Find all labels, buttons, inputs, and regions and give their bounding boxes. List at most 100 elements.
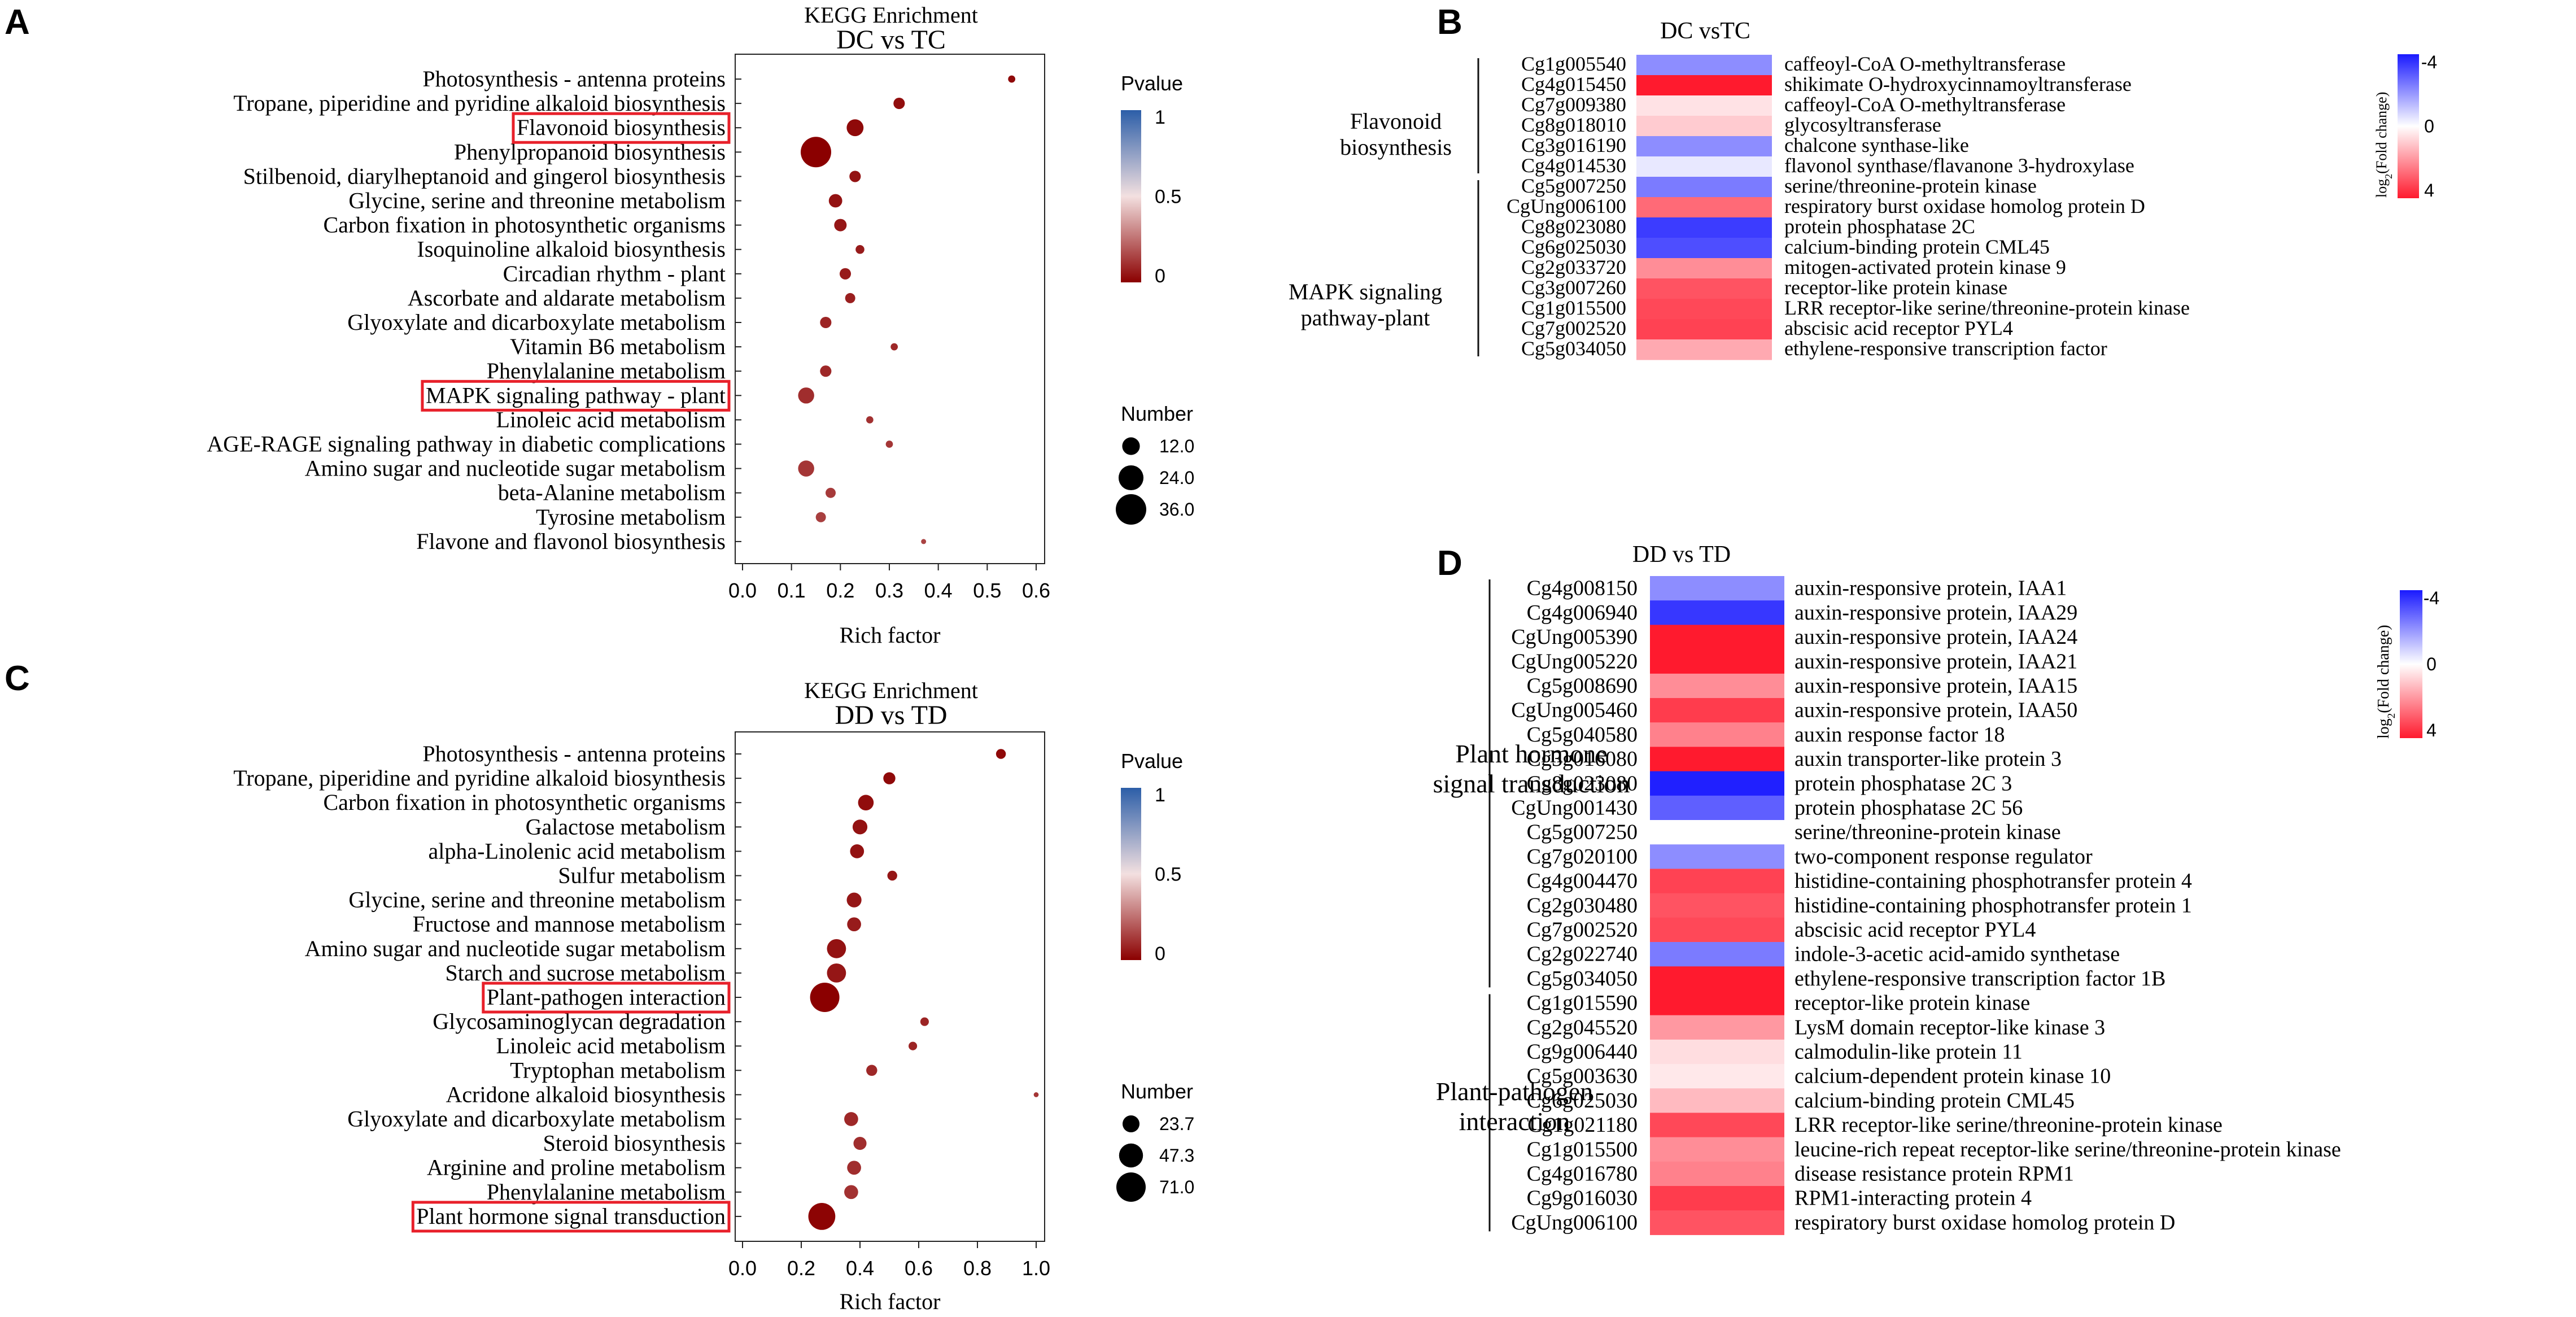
gene-description: auxin-responsive protein, IAA15 — [1795, 674, 2077, 697]
enrichment-dot — [826, 487, 836, 498]
heat-cell — [1650, 649, 1784, 674]
heat-cell — [1650, 1064, 1784, 1089]
gene-description: protein phosphatase 2C 56 — [1795, 796, 2023, 819]
gene-description: abscisic acid receptor PYL4 — [1784, 317, 2013, 339]
panel-a-pvalue-colorbar — [1121, 110, 1141, 282]
heat-cell — [1650, 820, 1784, 845]
heat-cell — [1636, 278, 1772, 299]
gene-description: leucine-rich repeat receptor-like serine… — [1795, 1137, 2341, 1161]
pvalue-tick-label: 0.5 — [1155, 186, 1181, 208]
term-label: Plant hormone signal transduction — [416, 1203, 726, 1229]
panel-a-pvalue-title: Pvalue — [1121, 72, 1183, 95]
gene-description: glycosyltransferase — [1784, 114, 1941, 136]
gene-id: Cg4g008150 — [1527, 577, 1638, 600]
gene-description: auxin response factor 18 — [1795, 723, 2005, 747]
number-legend-label: 36.0 — [1159, 499, 1194, 520]
panel-c-terms: Photosynthesis - antenna proteinsTropane… — [233, 741, 741, 1233]
gene-id: Cg7g009380 — [1521, 93, 1626, 116]
panel-c-number-legend: 23.7 47.3 71.0 — [1116, 1114, 1194, 1202]
heat-cell — [1650, 1137, 1784, 1162]
x-tick-label: 0.0 — [728, 579, 757, 602]
term-label: Fructose and mannose metabolism — [413, 912, 726, 937]
number-legend-label: 24.0 — [1159, 468, 1194, 488]
term-label: alpha-Linolenic acid metabolism — [429, 838, 726, 864]
panel-c-dotplot: KEGG Enrichment DD vs TD Photosynthesis … — [233, 678, 1194, 1314]
pvalue-tick-label: 0 — [1155, 943, 1165, 965]
heat-cell — [1650, 1088, 1784, 1113]
heat-cell — [1636, 55, 1772, 76]
gene-id: Cg1g015590 — [1527, 991, 1638, 1015]
gene-id: Cg8g023080 — [1527, 771, 1638, 795]
heat-cell — [1650, 625, 1784, 650]
panel-c-dots — [808, 749, 1039, 1230]
term-label: Amino sugar and nucleotide sugar metabol… — [305, 936, 726, 961]
x-tick-label: 0.8 — [963, 1257, 992, 1280]
panel-d-colorbar-ticks: -4 0 4 — [2424, 588, 2439, 740]
heat-cell — [1636, 75, 1772, 96]
highlight-box — [421, 380, 731, 412]
enrichment-dot — [846, 892, 862, 908]
panel-c-x-label: Rich factor — [840, 1289, 941, 1314]
number-legend-dot — [1118, 465, 1144, 491]
enrichment-dot — [815, 512, 826, 522]
gene-description: receptor-like protein kinase — [1795, 991, 2030, 1015]
term-label: Carbon fixation in photosynthetic organi… — [323, 790, 726, 815]
number-legend-dot — [1122, 1115, 1140, 1133]
gene-description: caffeoyl-CoA O-methyltransferase — [1784, 93, 2066, 116]
gene-id: Cg1g015500 — [1527, 1137, 1638, 1161]
heat-cell — [1636, 197, 1772, 218]
enrichment-dot — [849, 171, 861, 182]
panel-d-title: DD vs TD — [1632, 542, 1731, 568]
term-label: Glycine, serine and threonine metabolism — [348, 887, 726, 913]
panel-c-plot-frame — [735, 731, 1045, 1242]
gene-id: Cg2g022740 — [1527, 943, 1638, 966]
gene-description: protein phosphatase 2C 3 — [1795, 771, 2012, 795]
gene-description: auxin-responsive protein, IAA29 — [1795, 601, 2077, 625]
panel-a-dots — [798, 75, 1016, 544]
panel-letter-c: C — [5, 659, 30, 698]
highlight-box — [482, 982, 731, 1014]
enrichment-dot — [852, 819, 868, 835]
colorbar-tick-label: 0 — [2424, 116, 2434, 137]
enrichment-dot — [920, 1017, 929, 1026]
gene-description: ethylene-responsive transcription factor… — [1795, 967, 2165, 991]
enrichment-dot — [850, 844, 865, 858]
gene-description: histidine-containing phosphotransfer pro… — [1795, 869, 2192, 893]
panel-c-pvalue-colorbar — [1121, 788, 1141, 960]
enrichment-dot — [798, 460, 814, 477]
gene-description: flavonol synthase/flavanone 3-hydroxylas… — [1784, 154, 2134, 177]
gene-description: LysM domain receptor-like kinase 3 — [1795, 1015, 2105, 1039]
number-legend-label: 12.0 — [1159, 436, 1194, 456]
highlight-box — [411, 1201, 731, 1233]
enrichment-dot — [828, 194, 842, 208]
gene-id: Cg9g006440 — [1527, 1040, 1638, 1063]
gene-description: LRR receptor-like serine/threonine-prote… — [1784, 296, 2190, 319]
gene-description: chalcone synthase-like — [1784, 134, 1969, 156]
gene-id: Cg1g021180 — [1527, 1113, 1638, 1137]
gene-description: calcium-binding protein CML45 — [1795, 1089, 2075, 1113]
heat-cell — [1636, 319, 1772, 340]
panel-b-colorbar — [2398, 54, 2419, 198]
heat-cell — [1650, 1015, 1784, 1040]
gene-description: abscisic acid receptor PYL4 — [1795, 918, 2036, 941]
gene-id: Cg8g018010 — [1521, 114, 1626, 136]
term-label: Stilbenoid, diarylheptanoid and gingerol… — [243, 163, 726, 189]
term-label: Tryptophan metabolism — [510, 1057, 726, 1083]
panel-a-pvalue-ticks: 10.50 — [1155, 107, 1181, 287]
gene-description: caffeoyl-CoA O-methyltransferase — [1784, 53, 2066, 75]
heat-cell — [1650, 1186, 1784, 1211]
panel-letter-a: A — [5, 3, 30, 42]
panel-d-gene-ids: Cg4g008150Cg4g006940CgUng005390CgUng0052… — [1511, 577, 1638, 1235]
pvalue-tick-label: 1 — [1155, 107, 1165, 128]
number-legend-dot — [1116, 1172, 1146, 1202]
panel-letter-d: D — [1437, 544, 1462, 583]
gene-description: auxin-responsive protein, IAA24 — [1795, 625, 2077, 649]
gene-id: CgUng005460 — [1511, 699, 1638, 722]
gene-description: calmodulin-like protein 11 — [1795, 1040, 2023, 1063]
enrichment-dot — [921, 539, 927, 544]
group-label: MAPK signaling pathway-plant — [1289, 279, 1442, 330]
heat-cell — [1650, 893, 1784, 918]
panel-a-x-axis: 0.0 0.1 0.2 0.3 0.4 0.5 0.6 — [728, 564, 1050, 602]
